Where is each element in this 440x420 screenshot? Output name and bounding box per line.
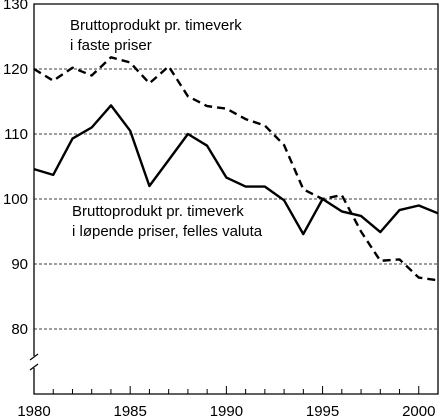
series-lines [33, 56, 439, 282]
x-tick-label-1985: 1985 [114, 403, 147, 420]
axis-break-mark [29, 353, 39, 371]
x-tick-label-1995: 1995 [306, 403, 339, 420]
y-tick-label-90: 90 [11, 256, 28, 273]
series-2-annotation: Bruttoprodukt pr. timeverk i løpende pri… [72, 203, 263, 240]
y-tick-label-100: 100 [3, 191, 28, 208]
x-axis-ticks [33, 386, 439, 394]
y-tick-label-80: 80 [11, 321, 28, 338]
axis-break-stroke [29, 363, 39, 371]
axis-break-stroke [29, 353, 39, 361]
series-2-annotation-line-2: i løpende priser, felles valuta [72, 223, 263, 240]
y-tick-labels: 80 90 100 110 120 130 [3, 0, 28, 338]
series-2-annotation-line-1: Bruttoprodukt pr. timeverk [72, 203, 244, 220]
y-tick-label-120: 120 [3, 61, 28, 78]
x-tick-label-1990: 1990 [210, 403, 243, 420]
series-1-annotation: Bruttoprodukt pr. timeverk i faste prise… [70, 17, 246, 54]
x-tick-label-1980: 1980 [17, 403, 50, 420]
series-1-line [33, 56, 439, 282]
x-tick-labels: 1980 1985 1990 1995 2000 [17, 403, 435, 420]
gridlines [34, 68, 438, 330]
series-1-annotation-line-2: i faste priser [70, 37, 152, 54]
series-1-annotation-line-1: Bruttoprodukt pr. timeverk [70, 17, 242, 34]
y-tick-label-130: 130 [3, 0, 28, 13]
series-2-line [33, 104, 439, 236]
x-tick-label-2000: 2000 [402, 403, 435, 420]
y-tick-label-110: 110 [4, 126, 28, 143]
